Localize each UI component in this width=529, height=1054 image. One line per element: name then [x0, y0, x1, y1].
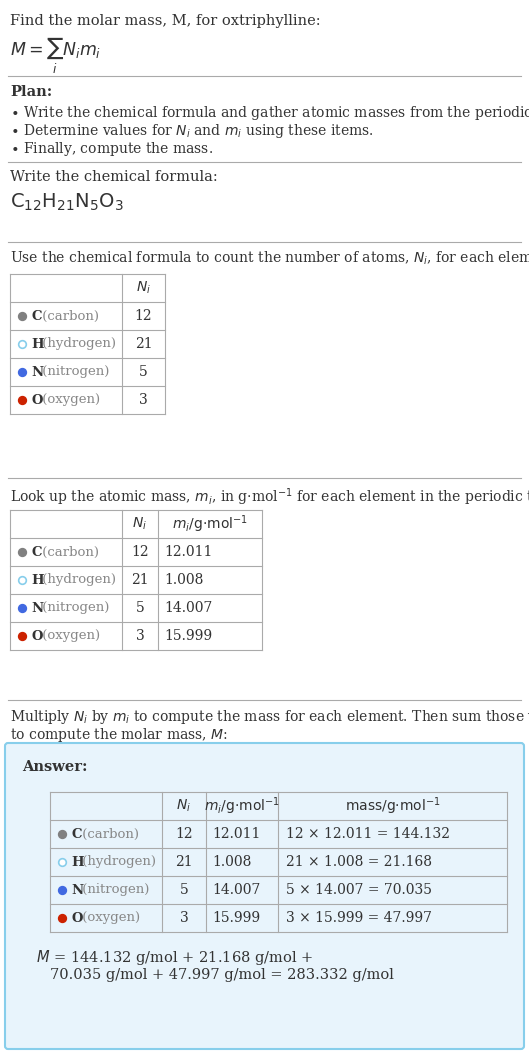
Text: H: H [31, 337, 43, 351]
Text: 12: 12 [131, 545, 149, 559]
Text: $\mathrm{C_{12}H_{21}N_5O_3}$: $\mathrm{C_{12}H_{21}N_5O_3}$ [10, 192, 124, 213]
Text: 14.007: 14.007 [164, 601, 212, 614]
Text: $\bullet$ Determine values for $N_i$ and $m_i$ using these items.: $\bullet$ Determine values for $N_i$ and… [10, 122, 374, 140]
Text: N: N [31, 366, 43, 378]
Text: 1.008: 1.008 [212, 855, 251, 868]
Text: (carbon): (carbon) [78, 827, 139, 840]
Text: 15.999: 15.999 [212, 911, 260, 925]
Text: $N_i$: $N_i$ [136, 279, 151, 296]
Text: (oxygen): (oxygen) [38, 393, 100, 407]
Text: (hydrogen): (hydrogen) [78, 856, 156, 868]
Text: O: O [31, 393, 42, 407]
Text: Find the molar mass, M, for oxtriphylline:: Find the molar mass, M, for oxtriphyllin… [10, 14, 321, 28]
Text: $N_i$: $N_i$ [132, 515, 148, 532]
Text: $m_i$/g$\cdot$mol$^{-1}$: $m_i$/g$\cdot$mol$^{-1}$ [204, 795, 280, 817]
Text: 14.007: 14.007 [212, 883, 260, 897]
Text: Plan:: Plan: [10, 85, 52, 99]
Text: 12 × 12.011 = 144.132: 12 × 12.011 = 144.132 [286, 827, 450, 841]
Text: Write the chemical formula:: Write the chemical formula: [10, 170, 218, 184]
Text: N: N [31, 602, 43, 614]
FancyBboxPatch shape [5, 743, 524, 1049]
Text: N: N [71, 883, 83, 897]
Text: to compute the molar mass, $M$:: to compute the molar mass, $M$: [10, 726, 228, 744]
Text: (oxygen): (oxygen) [38, 629, 100, 643]
Text: 5 × 14.007 = 70.035: 5 × 14.007 = 70.035 [286, 883, 432, 897]
Text: 5: 5 [180, 883, 188, 897]
Text: 12: 12 [135, 309, 152, 323]
Text: Use the chemical formula to count the number of atoms, $N_i$, for each element:: Use the chemical formula to count the nu… [10, 250, 529, 268]
Text: (hydrogen): (hydrogen) [38, 573, 116, 586]
Text: $M = \sum_i N_i m_i$: $M = \sum_i N_i m_i$ [10, 36, 102, 76]
Text: (nitrogen): (nitrogen) [38, 366, 109, 378]
Text: 70.035 g/mol + 47.997 g/mol = 283.332 g/mol: 70.035 g/mol + 47.997 g/mol = 283.332 g/… [50, 968, 394, 982]
Text: 12: 12 [175, 827, 193, 841]
Text: Look up the atomic mass, $m_i$, in g$\cdot$mol$^{-1}$ for each element in the pe: Look up the atomic mass, $m_i$, in g$\cd… [10, 486, 529, 508]
Text: $M$ = 144.132 g/mol + 21.168 g/mol +: $M$ = 144.132 g/mol + 21.168 g/mol + [36, 948, 313, 967]
Text: 5: 5 [135, 601, 144, 614]
Text: 3: 3 [180, 911, 188, 925]
Text: (nitrogen): (nitrogen) [78, 883, 149, 897]
Text: (oxygen): (oxygen) [78, 912, 140, 924]
Text: (hydrogen): (hydrogen) [38, 337, 116, 351]
Text: H: H [71, 856, 84, 868]
Text: H: H [31, 573, 43, 586]
Text: 5: 5 [139, 365, 148, 379]
Text: (carbon): (carbon) [38, 310, 99, 323]
Text: C: C [71, 827, 81, 840]
Text: 21: 21 [175, 855, 193, 868]
Text: (nitrogen): (nitrogen) [38, 602, 109, 614]
Text: 15.999: 15.999 [164, 629, 212, 643]
Text: (carbon): (carbon) [38, 546, 99, 559]
Text: $\bullet$ Write the chemical formula and gather atomic masses from the periodic : $\bullet$ Write the chemical formula and… [10, 104, 529, 122]
Text: Multiply $N_i$ by $m_i$ to compute the mass for each element. Then sum those val: Multiply $N_i$ by $m_i$ to compute the m… [10, 708, 529, 726]
Text: 3 × 15.999 = 47.997: 3 × 15.999 = 47.997 [286, 911, 432, 925]
Text: 3: 3 [139, 393, 148, 407]
Text: 1.008: 1.008 [164, 573, 203, 587]
Text: 21: 21 [135, 337, 152, 351]
Text: 21 × 1.008 = 21.168: 21 × 1.008 = 21.168 [286, 855, 432, 868]
Text: 12.011: 12.011 [212, 827, 260, 841]
Text: C: C [31, 310, 41, 323]
Text: Answer:: Answer: [22, 760, 87, 774]
Text: O: O [71, 912, 83, 924]
Text: $m_i$/g$\cdot$mol$^{-1}$: $m_i$/g$\cdot$mol$^{-1}$ [172, 513, 248, 534]
Text: $N_i$: $N_i$ [177, 798, 191, 814]
Text: C: C [31, 546, 41, 559]
Text: mass/g$\cdot$mol$^{-1}$: mass/g$\cdot$mol$^{-1}$ [344, 795, 440, 817]
Text: 21: 21 [131, 573, 149, 587]
Text: 3: 3 [135, 629, 144, 643]
Text: O: O [31, 629, 42, 643]
Text: 12.011: 12.011 [164, 545, 212, 559]
Text: $\bullet$ Finally, compute the mass.: $\bullet$ Finally, compute the mass. [10, 140, 213, 158]
